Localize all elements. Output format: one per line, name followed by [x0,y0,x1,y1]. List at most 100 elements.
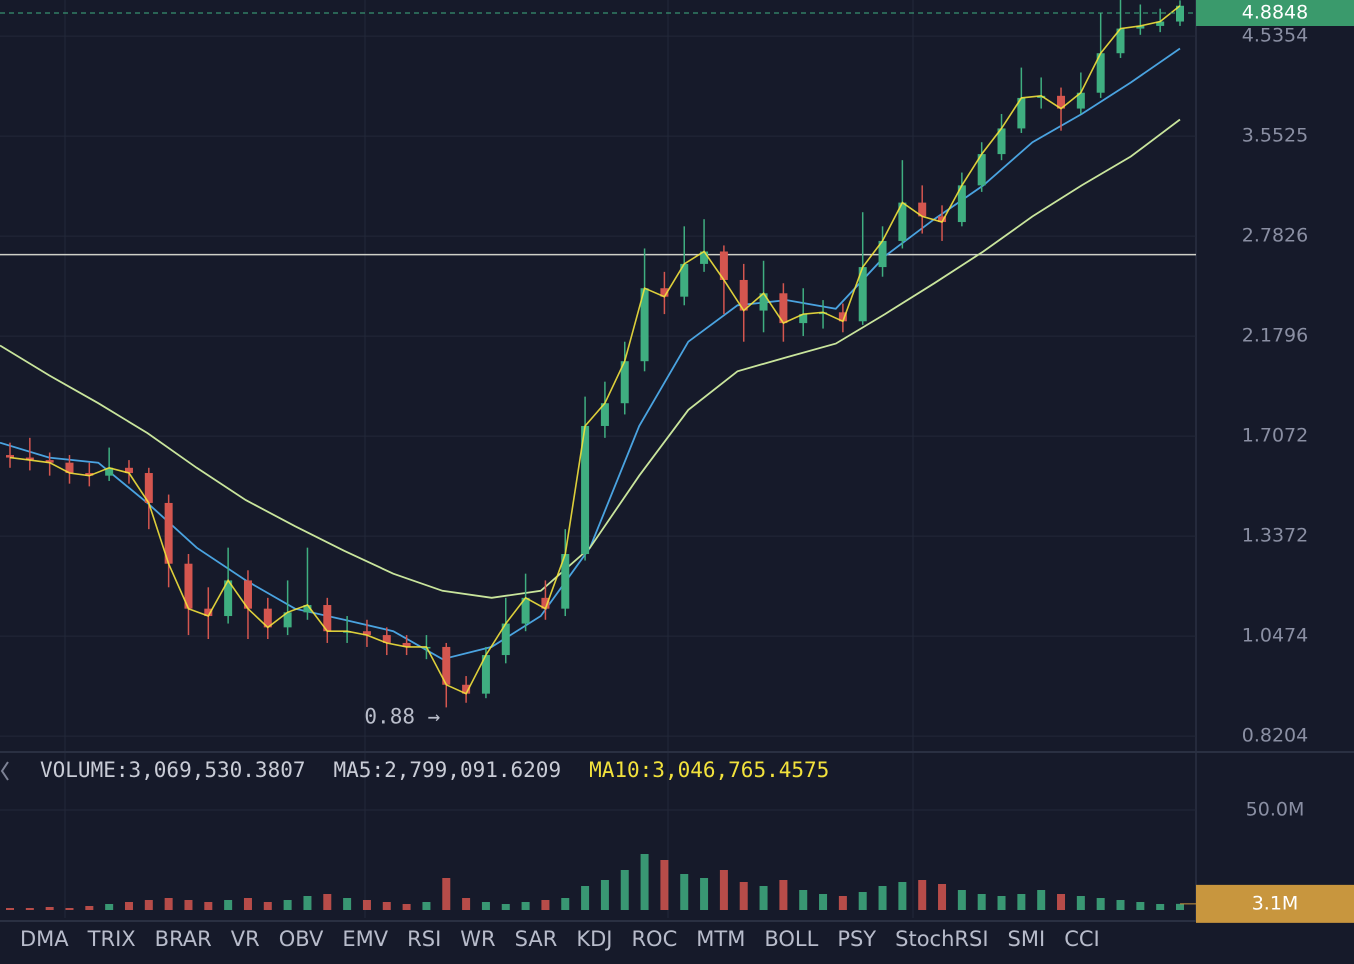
candle-body [759,293,768,311]
candle-body [362,631,371,636]
volume-bar [442,878,451,910]
candle-body [224,580,233,617]
ma-line [0,118,1181,599]
indicator-tab[interactable]: TRIX [87,927,136,951]
y-tick-label: 1.7072 [1242,425,1308,447]
volume-bar [1116,900,1125,910]
candle-body [878,240,887,268]
volume-bar [779,880,788,910]
candle-body [561,554,570,609]
volume-bar [521,902,530,910]
candle-body [680,263,689,297]
volume-bar [124,902,133,910]
indicator-tab[interactable]: CCI [1064,927,1100,951]
volume-bar [303,896,312,910]
volume-bar [620,870,629,910]
candle-body [997,128,1006,155]
volume-bar [105,904,114,910]
candle-body [105,467,114,476]
volume-bar [660,860,669,910]
indicator-tab[interactable]: DMA [20,927,69,951]
volume-bar [1096,898,1105,910]
indicator-tab[interactable]: PSY [837,927,876,951]
volume-bar [243,898,252,910]
candle-body [779,293,788,324]
indicator-tab[interactable]: RSI [407,927,441,951]
volume-bar [462,898,471,910]
indicator-tab[interactable]: EMV [342,927,388,951]
candle-body [263,608,272,628]
candle-body [700,251,709,264]
candle-body [243,580,252,609]
candle-body [918,202,927,217]
volume-bar [45,907,54,910]
candle-body [739,279,748,311]
candle-body [25,457,34,461]
volume-bar [719,870,728,910]
volume-bar [799,890,808,910]
candle-body [938,216,947,223]
y-tick-label: 1.3372 [1242,525,1308,547]
volume-bar [561,898,570,910]
volume-bar [739,882,748,910]
candle-body [382,635,391,643]
indicator-tab[interactable]: KDJ [576,927,612,951]
volume-bar [938,884,947,910]
volume-bar [1057,894,1066,910]
volume-bar [957,890,966,910]
volume-bar [819,894,828,910]
volume-bar [382,902,391,910]
candle-body [65,462,74,474]
volume-bar [481,902,490,910]
candle-body [898,202,907,241]
candle-body [977,154,986,186]
candle-body [1017,97,1026,129]
volume-bar [204,902,213,910]
candle-body [442,646,451,685]
volume-bar [878,886,887,910]
indicator-tab[interactable]: SAR [515,927,558,951]
candle-body [819,312,828,315]
indicator-tab[interactable]: StochRSI [895,927,988,951]
candle-body [640,288,649,362]
volume-bar [1017,894,1026,910]
indicator-tab[interactable]: WR [460,927,495,951]
indicator-tab[interactable]: OBV [279,927,324,951]
indicator-tab[interactable]: BRAR [155,927,212,951]
candle-body [838,312,847,322]
volume-bar [858,892,867,910]
volume-bar [85,906,94,910]
candle-body [541,597,550,609]
volume-bar [1037,890,1046,910]
volume-bar [918,880,927,910]
y-tick-label: 0.8204 [1242,725,1308,747]
candle-body [600,403,609,426]
volume-bar [501,904,510,910]
candle-body [581,425,590,555]
candle-body [303,605,312,613]
candle-body [501,623,510,656]
candle-body [481,655,490,694]
candle-body [6,455,14,458]
candle-body [124,467,133,474]
indicator-tab[interactable]: MTM [696,927,745,951]
candle-body [204,608,213,617]
candle-body [85,473,94,476]
volume-bar [541,900,550,910]
y-tick-label: 2.1796 [1242,325,1308,347]
candle-body [957,185,966,223]
indicator-tab[interactable]: BOLL [764,927,818,951]
collapse-icon[interactable] [0,761,9,781]
volume-bar [680,874,689,910]
indicator-tab[interactable]: ROC [631,927,677,951]
candle-body [620,361,629,404]
volume-bar [362,900,371,910]
indicator-tab[interactable]: VR [231,927,260,951]
indicator-tab[interactable]: SMI [1008,927,1046,951]
volume-bar [1156,904,1165,910]
candle-body [144,473,153,503]
candle-body [462,684,471,694]
